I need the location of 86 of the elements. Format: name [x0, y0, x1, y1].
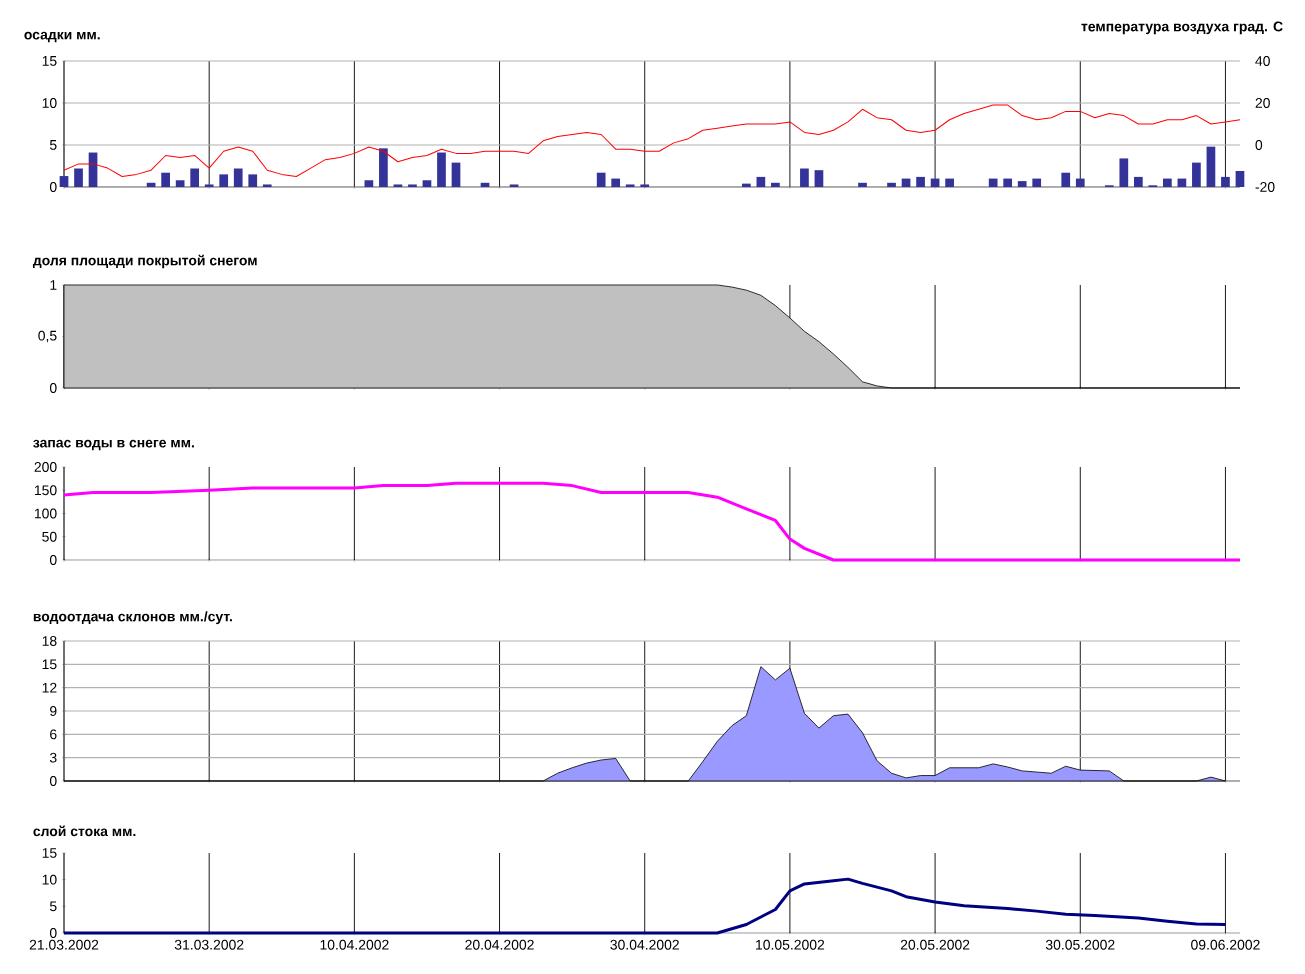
- chart-title: водоотдача склонов мм./сут.: [33, 611, 232, 625]
- bar: [1075, 178, 1085, 187]
- y-tick-label: 0: [49, 182, 57, 192]
- bar: [175, 180, 185, 187]
- bar: [945, 178, 954, 187]
- y-tick-label: 6: [50, 729, 57, 740]
- bar: [756, 176, 766, 187]
- y2-axis-title: температура воздуха град. С: [1081, 21, 1283, 35]
- bar: [1221, 176, 1230, 187]
- y-tick-label: 0: [49, 928, 57, 938]
- y2-tick-label: -20: [1255, 182, 1275, 192]
- bar: [393, 184, 403, 187]
- bar: [887, 182, 896, 187]
- bar: [1032, 178, 1042, 187]
- y-axis-title: осадки мм.: [24, 31, 100, 43]
- bar: [1235, 171, 1245, 187]
- bar: [509, 184, 519, 187]
- bar: [408, 184, 417, 187]
- y-tick-label: 100: [34, 508, 57, 519]
- y-tick-label: 10: [42, 98, 57, 108]
- y-tick-label: 0: [49, 383, 57, 393]
- y-tick-label: 1: [50, 280, 57, 290]
- y-tick-label: 0: [49, 776, 57, 786]
- bar: [596, 172, 606, 187]
- x-tick-label: 30.05.2002: [1045, 939, 1115, 950]
- chart-title: запас воды в снеге мм.: [33, 439, 194, 451]
- y-tick-label: 12: [42, 682, 57, 693]
- bar: [161, 172, 170, 187]
- bar: [74, 168, 83, 187]
- bar: [233, 168, 243, 187]
- chart-title: слой стока мм.: [33, 825, 136, 837]
- bar: [364, 180, 374, 187]
- bar: [59, 176, 69, 187]
- y-tick-label: 150: [34, 485, 57, 496]
- bar: [988, 178, 998, 187]
- x-tick-label: 30.04.2002: [610, 939, 679, 950]
- bar: [1061, 172, 1071, 187]
- y2-tick-label: 40: [1255, 56, 1270, 66]
- x-tick-label: 09.06.2002: [1191, 939, 1260, 950]
- bar: [219, 174, 229, 187]
- x-tick-label: 31.03.2002: [174, 939, 244, 950]
- bar: [1119, 158, 1129, 187]
- x-tick-label: 20.04.2002: [465, 939, 534, 950]
- y-tick-label: 5: [49, 140, 57, 150]
- bar: [640, 184, 650, 187]
- bar: [916, 176, 925, 187]
- chart-title: доля площади покрытой снегом: [32, 254, 257, 269]
- bar: [742, 183, 751, 187]
- y-tick-label: 18: [42, 636, 57, 646]
- bar: [625, 184, 635, 187]
- y2-tick-label: 0: [1255, 140, 1263, 150]
- y-tick-label: 15: [42, 659, 57, 670]
- y-tick-label: 0,5: [38, 330, 57, 343]
- y-tick-label: 10: [42, 874, 57, 885]
- bar: [1133, 176, 1143, 187]
- y-tick-label: 5: [49, 901, 57, 912]
- bar: [1206, 146, 1216, 187]
- y-tick-label: 0: [49, 555, 57, 565]
- x-tick-label: 10.04.2002: [320, 939, 389, 950]
- bar: [379, 148, 388, 187]
- y-tick-label: 15: [42, 848, 57, 858]
- bar: [437, 152, 446, 187]
- y-tick-label: 9: [50, 706, 57, 716]
- x-tick-label: 21.03.2002: [29, 939, 99, 950]
- x-tick-label: 10.05.2002: [756, 939, 825, 950]
- bar: [771, 182, 780, 187]
- bar: [422, 180, 432, 187]
- bar: [451, 162, 461, 187]
- bar: [1163, 178, 1172, 187]
- bar: [262, 184, 272, 187]
- y-tick-label: 50: [42, 531, 57, 542]
- bar: [814, 170, 824, 187]
- y-tick-label: 3: [49, 752, 57, 763]
- bar: [204, 184, 214, 187]
- bar: [248, 174, 258, 187]
- bar: [1192, 162, 1201, 187]
- bar: [858, 182, 867, 187]
- bar: [1017, 181, 1027, 187]
- y-tick-label: 15: [42, 56, 57, 66]
- y-tick-label: 200: [34, 462, 57, 472]
- y2-tick-label: 20: [1255, 98, 1270, 108]
- bar: [1003, 178, 1013, 187]
- bar: [611, 178, 621, 187]
- x-tick-label: 20.05.2002: [900, 939, 970, 950]
- bar: [190, 168, 200, 187]
- bar: [800, 168, 809, 187]
